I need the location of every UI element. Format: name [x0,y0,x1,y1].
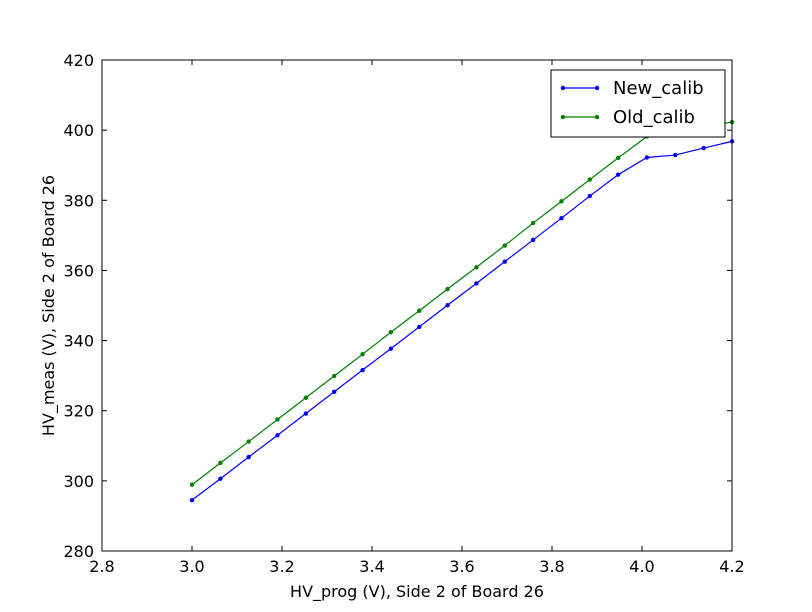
data-point-new-calib [417,324,422,330]
data-point-new-calib [445,302,450,308]
y-axis-label: HV_meas (V), Side 2 of Board 26 [39,175,59,436]
x-tick-label: 3.8 [539,557,564,576]
x-tick-label: 4.0 [629,557,654,576]
plot-frame [101,59,733,552]
data-point-old-calib [332,373,337,379]
data-point-new-calib [246,454,251,460]
data-point-new-calib [644,155,650,160]
data-point-new-calib [189,497,195,503]
y-tick-label: 300 [63,472,94,491]
data-point-old-calib [530,220,536,226]
y-tick-label: 380 [63,191,94,210]
data-point-old-calib [559,199,564,204]
legend-marker-new-calib-end [594,85,600,91]
x-tick-label: 3.0 [179,557,204,576]
series-line-old-calib [191,121,733,486]
data-point-new-calib [275,433,280,438]
legend-marker-old-calib [560,114,566,120]
data-point-old-calib [587,177,592,182]
data-point-old-calib [474,265,479,270]
data-point-new-calib [530,237,536,243]
y-tick-label: 420 [63,51,94,70]
data-point-old-calib [615,155,621,161]
data-point-new-calib [673,152,678,158]
data-point-new-calib [303,411,309,416]
x-axis-label: HV_prog (V), Side 2 of Board 26 [290,582,544,602]
x-tick-label: 3.2 [269,557,294,576]
data-point-new-calib [559,215,564,221]
data-point-old-calib [445,286,450,292]
y-tick-label: 400 [63,121,94,140]
data-point-old-calib [246,439,251,444]
data-point-old-calib [275,417,280,422]
data-point-new-calib [587,193,592,199]
legend: New_calib Old_calib [550,69,726,138]
data-point-old-calib [388,329,394,335]
plot-background [102,60,732,551]
ticks-layer: 2.8 3.0 3.2 3.4 3.6 3.8 4.0 4.2 280 300 320 340 360 3… [63,51,744,576]
data-point-new-calib [388,346,394,351]
data-point-new-calib [615,172,621,177]
series-line-new-calib [191,140,733,501]
data-point-old-calib [360,352,365,357]
legend-marker-new-calib [560,85,566,91]
data-point-old-calib [218,460,223,466]
y-tick-label: 320 [63,402,94,421]
data-point-old-calib [417,308,422,313]
legend-label-old-calib: Old_calib [613,107,695,128]
y-tick-label: 280 [63,542,94,561]
y-tick-label: 340 [63,332,94,351]
data-point-old-calib [303,395,309,400]
legend-label-new-calib: New_calib [613,78,704,99]
data-point-new-calib [218,476,223,481]
data-point-old-calib [502,243,507,248]
data-point-new-calib [502,259,507,264]
series-layer [189,119,735,503]
x-tick-label: 2.8 [89,557,114,576]
data-point-new-calib [332,389,337,394]
data-point-new-calib [701,145,706,151]
data-point-new-calib [474,281,479,286]
x-tick-label: 3.4 [359,557,384,576]
legend-box [550,69,726,138]
y-tick-label: 360 [63,261,94,280]
x-tick-label: 3.6 [449,557,474,576]
data-point-old-calib [189,482,195,487]
legend-marker-old-calib-end [594,114,600,120]
x-tick-label: 4.2 [719,557,744,576]
data-point-new-calib [360,367,365,373]
